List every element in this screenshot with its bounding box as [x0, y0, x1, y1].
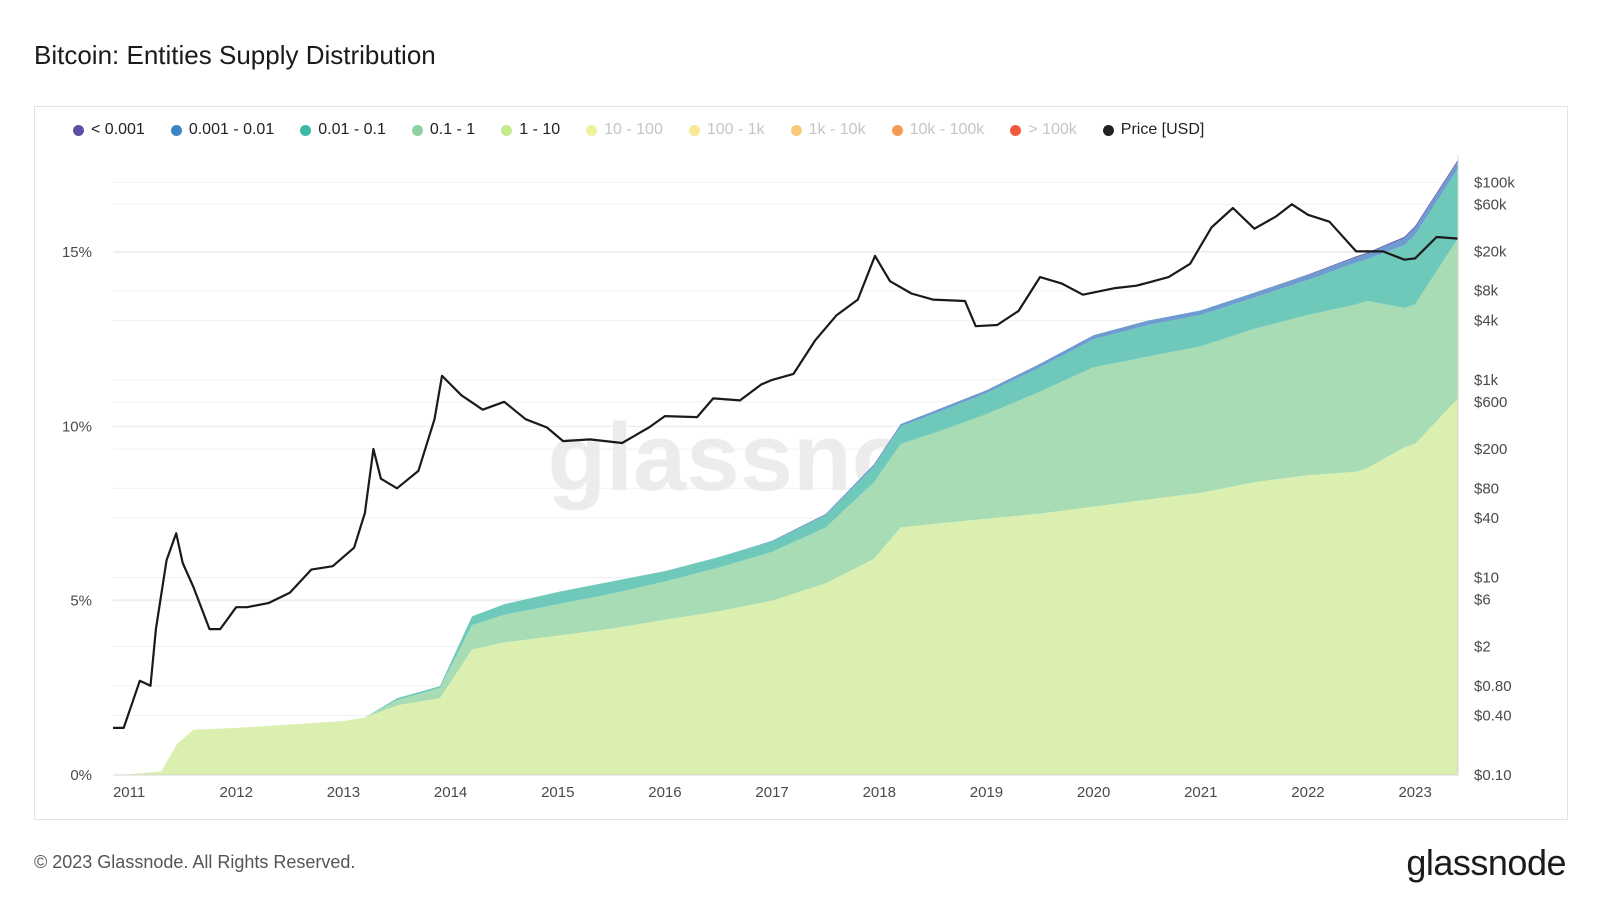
y-right-tick-label: $10 — [1474, 569, 1499, 586]
x-tick-label: 2018 — [863, 784, 896, 801]
x-tick-label: 2016 — [648, 784, 681, 801]
x-tick-label: 2015 — [541, 784, 574, 801]
brand-logo: glassnode — [1406, 842, 1566, 883]
legend-label: 0.01 - 0.1 — [318, 121, 386, 138]
legend-dot-icon — [73, 124, 84, 136]
y-right-tick-label: $0.80 — [1474, 678, 1512, 695]
legend-item[interactable]: 0.1 - 1 — [411, 121, 476, 139]
copyright-footer: © 2023 Glassnode. All Rights Reserved. — [34, 852, 356, 872]
y-right-tick-label: $100k — [1474, 174, 1515, 191]
x-tick-label: 2014 — [434, 784, 467, 801]
legend-dot-icon — [790, 124, 802, 136]
y-right-tick-label: $2 — [1474, 638, 1491, 655]
y-right-tick-label: $0.40 — [1474, 708, 1512, 725]
y-right-tick-label: $80 — [1474, 480, 1499, 497]
legend-label: 0.001 - 0.01 — [188, 121, 275, 138]
y-right-tick-label: $0.10 — [1474, 767, 1512, 784]
x-tick-label: 2012 — [220, 784, 253, 801]
axes: 2011 2012 2013 2014 2015 2016 2017 2018 2019 2020… — [62, 155, 1515, 801]
y-left-tick-label: 10% — [62, 418, 92, 435]
legend-label: < 0.001 — [91, 121, 145, 138]
y-left-tick-label: 5% — [70, 593, 92, 610]
legend-dot-icon — [411, 124, 423, 136]
x-tick-label: 2022 — [1291, 784, 1324, 801]
legend-label: 1 - 10 — [519, 121, 561, 138]
legend-dot-icon — [586, 124, 598, 136]
legend-label: 10k - 100k — [909, 121, 985, 138]
y-right-tick-label: $8k — [1474, 283, 1499, 300]
legend-label: 100 - 1k — [706, 121, 765, 138]
area-series — [118, 159, 1458, 776]
y-right-tick-label: $4k — [1474, 312, 1499, 329]
x-tick-label: 2023 — [1398, 784, 1431, 801]
chart-title: Bitcoin: Entities Supply Distribution — [34, 40, 436, 70]
legend-label: > 100k — [1028, 121, 1077, 138]
legend-item[interactable]: 1 - 10 — [501, 121, 560, 139]
legend-dot-icon — [1102, 124, 1114, 136]
legend-item[interactable]: Price [USD] — [1102, 121, 1205, 139]
chart-legend: < 0.001 0.001 - 0.01 0.01 - 0.1 0.1 - 1 1 - … — [73, 121, 1230, 139]
legend-item[interactable]: 10k - 100k — [891, 121, 985, 139]
y-right-tick-label: $200 — [1474, 441, 1507, 458]
x-tick-label: 2019 — [970, 784, 1003, 801]
legend-dot-icon — [688, 124, 700, 136]
y-left-tick-label: 0% — [70, 767, 92, 784]
legend-item[interactable]: < 0.001 — [73, 121, 145, 139]
legend-item[interactable]: 10 - 100 — [586, 121, 663, 139]
price-series — [113, 203, 1459, 729]
legend-dot-icon — [170, 124, 182, 136]
legend-item[interactable]: 0.001 - 0.01 — [170, 121, 275, 139]
legend-dot-icon — [501, 124, 513, 136]
legend-dot-icon — [300, 124, 312, 136]
legend-label: 1k - 10k — [808, 121, 866, 138]
y-right-tick-label: $6 — [1474, 591, 1491, 608]
y-right-tick-label: $600 — [1474, 394, 1507, 411]
x-tick-label: 2020 — [1077, 784, 1110, 801]
price-line — [113, 203, 1459, 729]
legend-label: Price [USD] — [1120, 121, 1205, 138]
x-tick-label: 2021 — [1184, 784, 1217, 801]
legend-label: 10 - 100 — [604, 121, 663, 138]
legend-label: 0.1 - 1 — [429, 121, 476, 138]
y-right-tick-label: $1k — [1474, 372, 1499, 389]
y-left-tick-label: 15% — [62, 244, 92, 261]
legend-dot-icon — [1010, 124, 1022, 136]
legend-item[interactable]: > 100k — [1010, 121, 1077, 139]
y-right-tick-label: $20k — [1474, 243, 1507, 260]
x-tick-label: 2017 — [755, 784, 788, 801]
y-right-tick-label: $40 — [1474, 510, 1499, 527]
x-tick-label: 2013 — [327, 784, 360, 801]
area-series-1-10 — [118, 398, 1458, 775]
y-right-tick-label: $60k — [1474, 196, 1507, 213]
legend-dot-icon — [891, 124, 903, 136]
area-series-0-1-1 — [118, 238, 1458, 775]
legend-item[interactable]: 0.01 - 0.1 — [300, 121, 386, 139]
chart-card: < 0.001 0.001 - 0.01 0.01 - 0.1 0.1 - 1 1 - … — [34, 106, 1568, 820]
x-tick-label: 2011 — [113, 784, 145, 801]
legend-item[interactable]: 1k - 10k — [790, 121, 866, 139]
legend-item[interactable]: 100 - 1k — [688, 121, 765, 139]
